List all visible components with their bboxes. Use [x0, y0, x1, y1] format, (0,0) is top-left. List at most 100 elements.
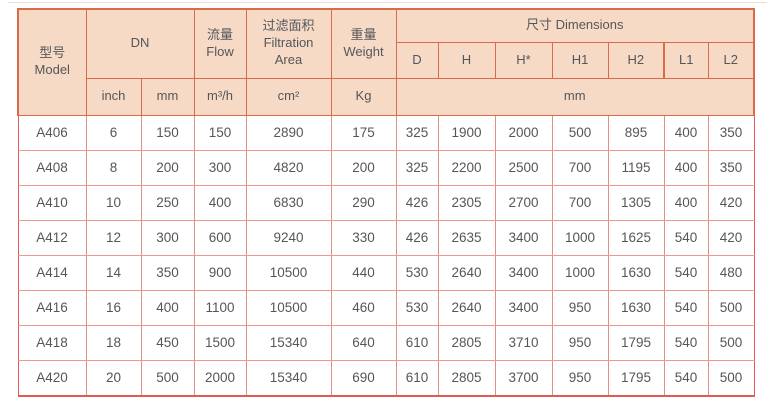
value-cell: 950 [551, 289, 609, 326]
value-cell: 2805 [437, 324, 496, 361]
value-cell: 1195 [607, 149, 665, 186]
value-cell: 2305 [437, 184, 496, 221]
header-flow-zh: 流量 [206, 26, 233, 42]
value-cell: 2640 [437, 254, 496, 291]
unit-weight: Kg [330, 77, 397, 116]
value-cell: 895 [607, 114, 665, 151]
value-cell: 2700 [494, 184, 553, 221]
header-filtration-area: 过滤面积 Filtration Area [245, 8, 332, 79]
value-cell: 540 [663, 324, 709, 361]
header-dim-l1: L1 [663, 41, 709, 79]
value-cell: 2805 [437, 359, 496, 397]
value-cell: 2200 [437, 149, 496, 186]
value-cell: 1630 [607, 289, 665, 326]
value-cell: 500 [707, 324, 755, 361]
value-cell: 14 [85, 254, 142, 291]
value-cell: 1795 [607, 324, 665, 361]
header-weight-zh: 重量 [350, 26, 377, 42]
value-cell: 150 [140, 114, 195, 151]
value-cell: 3700 [494, 359, 553, 397]
value-cell: 12 [85, 219, 142, 256]
value-cell: 1000 [551, 254, 609, 291]
value-cell: 330 [330, 219, 397, 256]
header-dim-h2: H2 [607, 41, 665, 79]
model-cell: A408 [17, 149, 87, 186]
header-filtration-en: Filtration Area [263, 35, 314, 68]
model-cell: A410 [17, 184, 87, 221]
value-cell: 690 [330, 359, 397, 397]
value-cell: 400 [663, 114, 709, 151]
page-top-divider [8, 2, 767, 3]
value-cell: 325 [395, 149, 439, 186]
value-cell: 540 [663, 359, 709, 397]
value-cell: 3400 [494, 254, 553, 291]
value-cell: 1500 [193, 324, 247, 361]
value-cell: 460 [330, 289, 397, 326]
value-cell: 900 [193, 254, 247, 291]
model-cell: A412 [17, 219, 87, 256]
model-cell: A414 [17, 254, 87, 291]
value-cell: 400 [140, 289, 195, 326]
value-cell: 700 [551, 184, 609, 221]
value-cell: 8 [85, 149, 142, 186]
value-cell: 400 [663, 149, 709, 186]
value-cell: 10 [85, 184, 142, 221]
header-dimensions: 尺寸 Dimensions [395, 8, 755, 43]
spec-table-header: 型号 Model DN 流量 Flow 过滤面积 Filtration Area… [17, 8, 755, 116]
header-flow-en: Flow [206, 43, 234, 59]
header-flow: 流量 Flow [193, 8, 247, 79]
value-cell: 610 [395, 324, 439, 361]
unit-mm: mm [140, 77, 195, 116]
header-dim-hstar: H* [494, 41, 553, 79]
value-cell: 600 [193, 219, 247, 256]
model-cell: A416 [17, 289, 87, 326]
table-row: A414 14 350 900 10500 440 530 2640 3400 1000 1630 5… [17, 254, 755, 291]
header-row-groups: 型号 Model DN 流量 Flow 过滤面积 Filtration Area… [17, 8, 755, 116]
value-cell: 2640 [437, 289, 496, 326]
header-filtration-zh: 过滤面积 [262, 18, 315, 34]
table-row: A406 6 150 150 2890 175 325 1900 2000 500 895 400 35… [17, 114, 755, 151]
table-row: A420 20 500 2000 15340 690 610 2805 3700 950 1795 5… [17, 359, 755, 397]
value-cell: 175 [330, 114, 397, 151]
unit-flow: m³/h [193, 77, 247, 116]
header-weight: 重量 Weight [330, 8, 397, 79]
value-cell: 3400 [494, 289, 553, 326]
value-cell: 500 [707, 289, 755, 326]
table-row: A412 12 300 600 9240 330 426 2635 3400 1000 1625 54… [17, 219, 755, 256]
value-cell: 540 [663, 289, 709, 326]
header-row-units: inch mm m³/h cm² Kg mm [18, 77, 755, 116]
value-cell: 350 [707, 149, 755, 186]
value-cell: 1630 [607, 254, 665, 291]
header-row-dim-cols: D H H* H1 H2 L1 L2 [18, 41, 755, 79]
value-cell: 400 [663, 184, 709, 221]
value-cell: 3400 [494, 219, 553, 256]
value-cell: 480 [707, 254, 755, 291]
value-cell: 420 [707, 219, 755, 256]
value-cell: 300 [193, 149, 247, 186]
value-cell: 10500 [245, 254, 332, 291]
value-cell: 16 [85, 289, 142, 326]
value-cell: 500 [140, 359, 195, 397]
value-cell: 325 [395, 114, 439, 151]
table-row: A418 18 450 1500 15340 640 610 2805 3710 950 1795 5… [17, 324, 755, 361]
value-cell: 18 [85, 324, 142, 361]
value-cell: 2000 [193, 359, 247, 397]
value-cell: 200 [330, 149, 397, 186]
unit-area: cm² [245, 77, 332, 116]
value-cell: 2000 [494, 114, 553, 151]
header-dim-l2: L2 [707, 41, 755, 79]
value-cell: 530 [395, 289, 439, 326]
value-cell: 1100 [193, 289, 247, 326]
value-cell: 2500 [494, 149, 553, 186]
value-cell: 700 [551, 149, 609, 186]
value-cell: 250 [140, 184, 195, 221]
value-cell: 500 [551, 114, 609, 151]
value-cell: 500 [707, 359, 755, 397]
value-cell: 3710 [494, 324, 553, 361]
value-cell: 440 [330, 254, 397, 291]
value-cell: 4820 [245, 149, 332, 186]
spec-table: 型号 Model DN 流量 Flow 过滤面积 Filtration Area… [17, 8, 755, 397]
value-cell: 200 [140, 149, 195, 186]
value-cell: 2890 [245, 114, 332, 151]
value-cell: 9240 [245, 219, 332, 256]
